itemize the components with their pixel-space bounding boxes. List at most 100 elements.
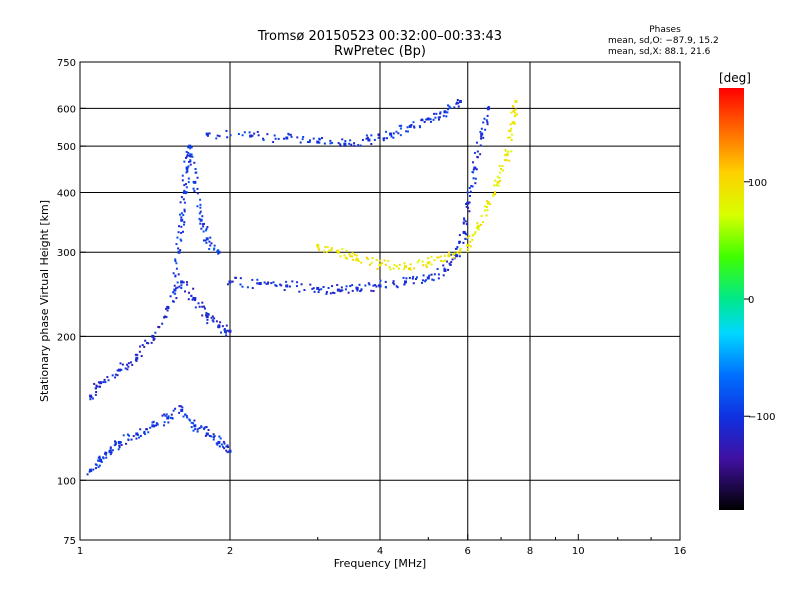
echo-point: [143, 431, 146, 434]
echo-point: [358, 283, 361, 286]
echo-point: [155, 422, 158, 425]
echo-point: [318, 138, 321, 141]
data-point: [199, 218, 203, 222]
echo-point: [336, 284, 339, 287]
echo-point: [149, 426, 152, 429]
echo-point: [381, 262, 384, 265]
echo-point: [220, 331, 223, 334]
echo-point: [432, 118, 435, 121]
echo-point: [467, 247, 470, 250]
echo-point: [473, 151, 476, 154]
echo-point: [239, 283, 242, 286]
echo-point: [107, 379, 110, 382]
echo-point: [186, 281, 189, 284]
echo-point: [180, 216, 183, 219]
echo-point: [169, 416, 172, 419]
echo-point: [288, 285, 291, 288]
stats-x-mode: mean, sd,X: 88.1, 21.6: [608, 47, 711, 57]
echo-point: [353, 144, 356, 147]
echo-point: [226, 283, 229, 286]
echo-point: [118, 446, 121, 449]
echo-point: [190, 146, 193, 149]
echo-point: [167, 421, 170, 424]
echo-point: [340, 286, 343, 289]
echo-point: [139, 434, 142, 437]
echo-point: [370, 143, 373, 146]
echo-point: [384, 285, 387, 288]
echo-point: [444, 259, 447, 262]
echo-point: [103, 378, 106, 381]
echo-point: [223, 447, 226, 450]
echo-point: [449, 106, 452, 109]
echo-point: [208, 434, 211, 437]
echo-point: [134, 358, 137, 361]
echo-point: [473, 233, 476, 236]
echo-point: [369, 263, 372, 266]
data-point: [426, 261, 430, 265]
echo-point: [433, 273, 436, 276]
data-point: [217, 324, 221, 328]
echo-point: [409, 263, 412, 266]
echo-point: [170, 413, 173, 416]
echo-point: [291, 280, 294, 283]
echo-point: [185, 186, 188, 189]
echo-point: [428, 274, 431, 277]
echo-point: [185, 414, 188, 417]
echo-point: [193, 419, 196, 422]
echo-point: [359, 290, 362, 293]
echo-point: [126, 363, 129, 366]
y-axis-label: Stationary phase Virtual Height [km]: [38, 200, 51, 402]
echo-point: [480, 137, 483, 140]
echo-point: [383, 259, 386, 262]
echo-point: [370, 289, 373, 292]
echo-point: [202, 427, 205, 430]
echo-point: [471, 185, 474, 188]
echo-point: [403, 262, 406, 265]
echo-point: [420, 281, 423, 284]
echo-point: [274, 284, 277, 287]
echo-point: [462, 241, 465, 244]
echo-point: [357, 260, 360, 263]
echo-point: [507, 129, 510, 132]
echo-point: [475, 227, 478, 230]
echo-point: [515, 108, 518, 111]
echo-point: [500, 167, 503, 170]
echo-point: [360, 289, 363, 292]
echo-point: [480, 127, 483, 130]
data-point: [217, 440, 221, 444]
echo-point: [296, 281, 299, 284]
echo-point: [257, 134, 260, 137]
data-point: [316, 243, 320, 247]
echo-point: [194, 168, 197, 171]
echo-point: [375, 285, 378, 288]
echo-point: [225, 129, 228, 132]
echo-point: [425, 265, 428, 268]
echo-point: [485, 119, 488, 122]
echo-point: [398, 124, 401, 127]
echo-point: [385, 137, 388, 140]
echo-point: [102, 381, 105, 384]
echo-point: [352, 258, 355, 261]
echo-point: [398, 263, 401, 266]
echo-point: [483, 205, 486, 208]
echo-point: [189, 160, 192, 163]
echo-point: [208, 132, 211, 135]
echo-point: [192, 422, 195, 425]
data-point: [117, 368, 121, 372]
echo-point: [146, 428, 149, 431]
echo-point: [393, 283, 396, 286]
echo-point: [152, 420, 155, 423]
echo-point: [471, 161, 474, 164]
echo-point: [331, 141, 334, 144]
echo-point: [176, 286, 179, 289]
echo-point: [190, 153, 193, 156]
data-point: [228, 329, 232, 333]
echo-point: [178, 225, 181, 228]
gridlines: [80, 62, 680, 540]
data-point: [443, 110, 447, 114]
echo-point: [136, 353, 139, 356]
echo-point: [322, 250, 325, 253]
echo-point: [186, 283, 189, 286]
echo-point: [127, 438, 130, 441]
echo-point: [341, 248, 344, 251]
